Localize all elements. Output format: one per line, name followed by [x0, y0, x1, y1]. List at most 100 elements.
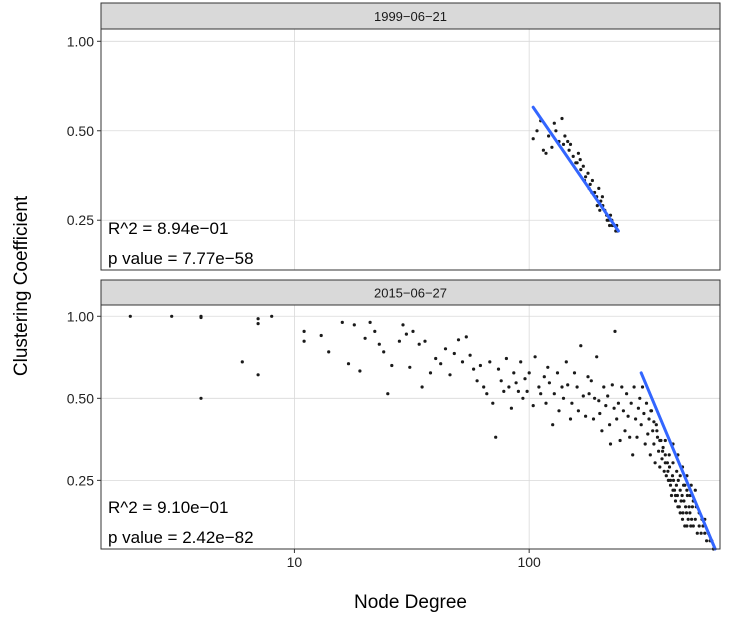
facet-panel-1: 1999−06−210.250.501.00R^2 = 8.94e−01p va…	[67, 3, 720, 270]
data-point	[669, 479, 672, 482]
data-point	[347, 362, 350, 365]
data-point	[369, 321, 372, 324]
data-point	[664, 453, 667, 456]
data-point	[654, 461, 657, 464]
data-point	[613, 407, 616, 410]
data-point	[554, 129, 557, 132]
data-point	[685, 489, 688, 492]
data-point	[544, 152, 547, 155]
data-point	[569, 143, 572, 146]
data-point	[584, 175, 587, 178]
data-point	[620, 385, 623, 388]
data-point	[572, 155, 575, 158]
data-point	[535, 129, 538, 132]
data-point	[303, 340, 306, 343]
data-point	[502, 390, 505, 393]
data-point	[668, 465, 671, 468]
data-point	[703, 532, 706, 535]
data-point	[608, 423, 611, 426]
data-point	[700, 532, 703, 535]
data-point	[497, 368, 500, 371]
data-point	[688, 511, 691, 514]
data-point	[353, 323, 356, 326]
data-point	[488, 360, 491, 363]
data-point	[674, 499, 677, 502]
data-point	[439, 362, 442, 365]
data-point	[692, 524, 695, 527]
data-point	[676, 505, 679, 508]
data-point	[573, 371, 576, 374]
data-point	[582, 394, 585, 397]
data-point	[640, 423, 643, 426]
data-point	[390, 364, 393, 367]
data-point	[646, 432, 649, 435]
data-point	[671, 474, 674, 477]
data-point	[556, 371, 559, 374]
data-point	[465, 335, 468, 338]
data-point	[398, 340, 401, 343]
data-point	[647, 417, 650, 420]
data-point	[434, 357, 437, 360]
data-point	[601, 195, 604, 198]
data-point	[672, 479, 675, 482]
data-point	[663, 470, 666, 473]
data-point	[592, 417, 595, 420]
data-point	[444, 347, 447, 350]
p-value-annotation: p value = 7.77e−58	[108, 249, 254, 268]
data-point	[675, 484, 678, 487]
data-point	[665, 474, 668, 477]
data-point	[532, 137, 535, 140]
data-point	[675, 470, 678, 473]
data-point	[645, 402, 648, 405]
data-point	[408, 366, 411, 369]
facet-panel-2: 2015−06−27 0.25 0.50 1.00 R^2 = 9.10e−01 p va…	[67, 280, 720, 570]
data-point	[539, 392, 542, 395]
data-point	[613, 330, 616, 333]
data-point	[469, 354, 472, 357]
data-point	[199, 316, 202, 319]
y-tick-label: 0.25	[67, 212, 94, 228]
data-point	[641, 385, 644, 388]
data-point	[685, 524, 688, 527]
data-point	[606, 219, 609, 222]
data-point	[589, 183, 592, 186]
data-point	[382, 350, 385, 353]
data-point	[579, 158, 582, 161]
data-point	[528, 371, 531, 374]
data-point	[327, 350, 330, 353]
data-point	[453, 352, 456, 355]
data-point	[628, 436, 631, 439]
data-point	[341, 321, 344, 324]
p-value-annotation: p value = 2.42e−82	[108, 528, 254, 547]
data-point	[566, 383, 569, 386]
data-point	[681, 494, 684, 497]
data-point	[586, 375, 589, 378]
data-point	[681, 511, 684, 514]
data-point	[674, 494, 677, 497]
data-point	[566, 140, 569, 143]
data-point	[576, 385, 579, 388]
data-point	[532, 404, 535, 407]
y-tick-label: 1.00	[67, 308, 94, 324]
data-point	[608, 224, 611, 227]
data-point	[579, 168, 582, 171]
data-point	[619, 439, 622, 442]
data-point	[562, 143, 565, 146]
data-point	[378, 343, 381, 346]
data-point	[684, 505, 687, 508]
data-point	[657, 450, 660, 453]
data-point	[644, 442, 647, 445]
x-tick-label: 10	[287, 554, 303, 570]
data-point	[557, 409, 560, 412]
data-point	[658, 439, 661, 442]
data-point	[579, 344, 582, 347]
data-point	[600, 429, 603, 432]
data-point	[584, 415, 587, 418]
data-point	[510, 407, 513, 410]
data-point	[688, 505, 691, 508]
x-axis-title: Node Degree	[354, 592, 467, 613]
data-point	[623, 429, 626, 432]
data-point	[588, 392, 591, 395]
data-point	[609, 442, 612, 445]
data-point	[694, 489, 697, 492]
